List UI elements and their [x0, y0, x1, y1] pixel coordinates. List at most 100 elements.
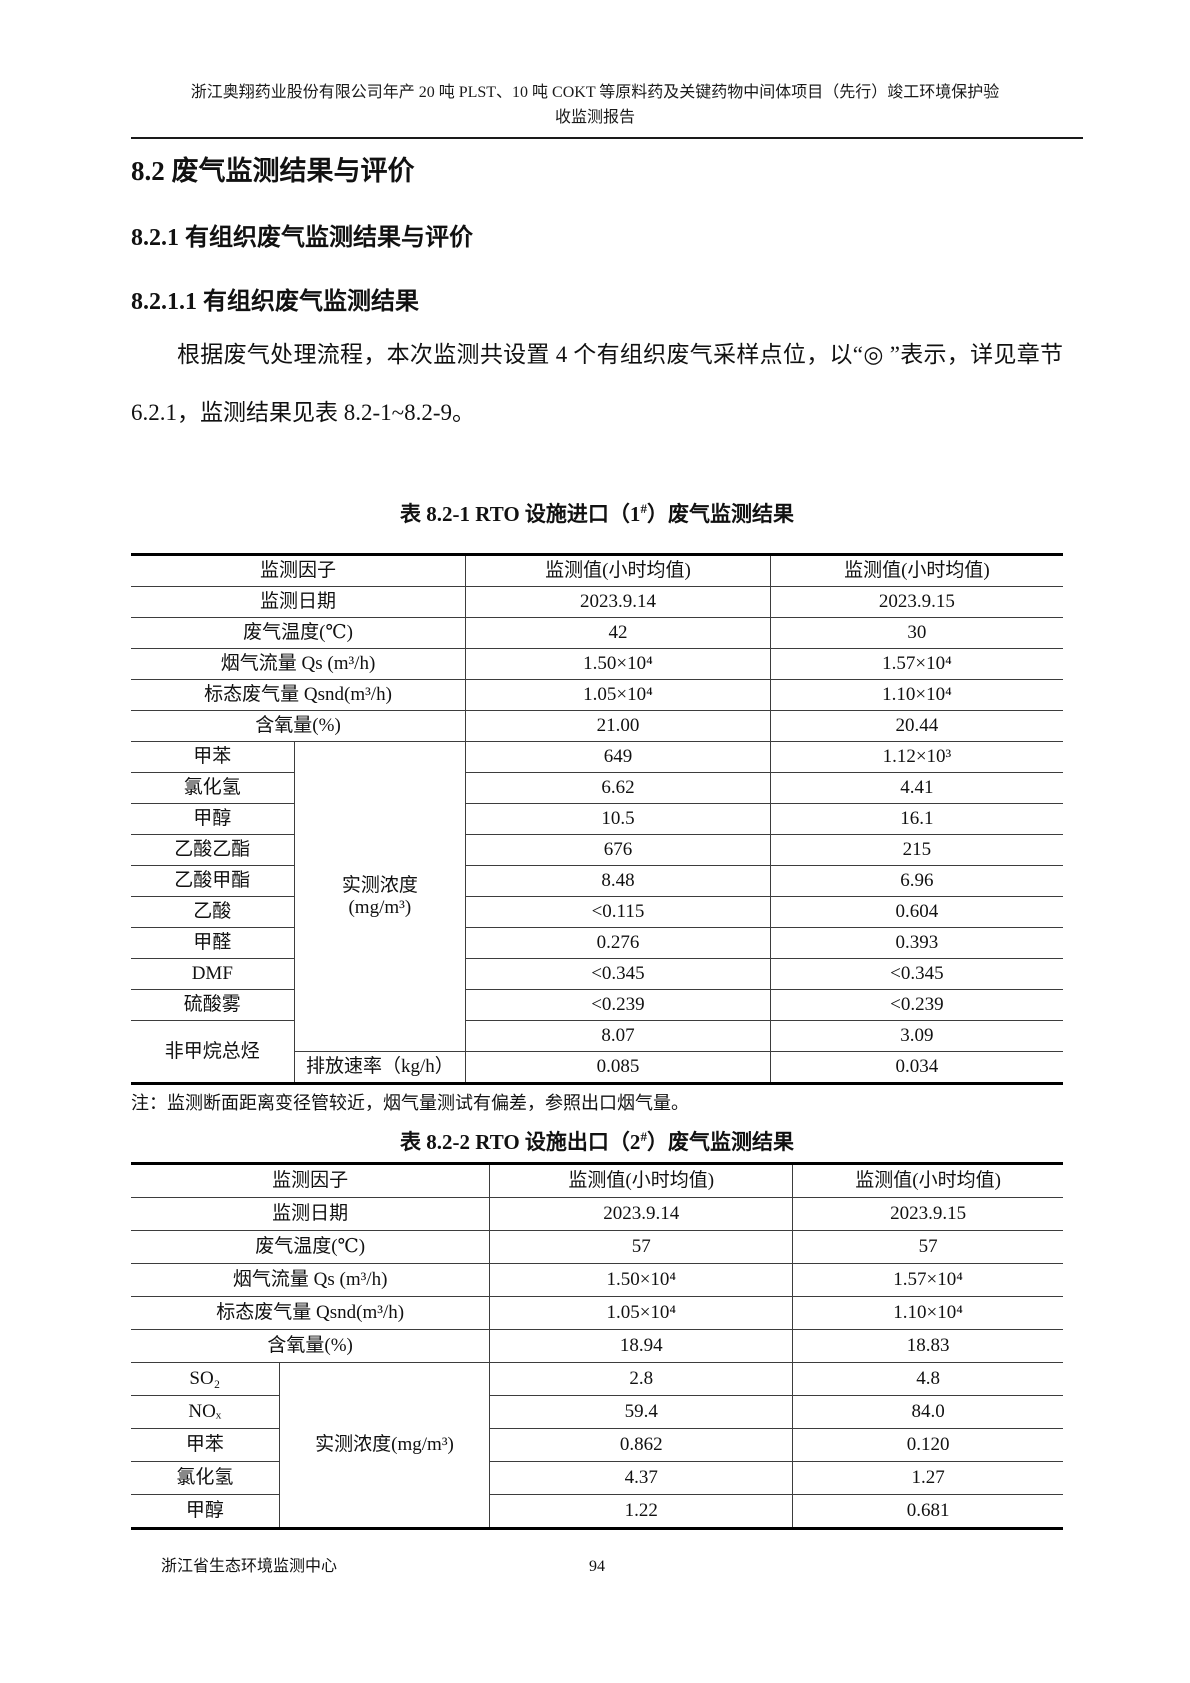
table-cell: 乙酸 [130, 896, 295, 928]
table-row: 烟气流量 Qs (m³/h) 1.50×10⁴ 1.57×10⁴ [130, 1263, 1064, 1297]
table-cell: 甲苯 [130, 741, 295, 773]
section-heading-8-2: 8.2 废气监测结果与评价 [131, 156, 415, 186]
table-cell: 8.48 [465, 865, 771, 897]
table-cell: 非甲烷总烃 [130, 1020, 295, 1084]
table-row: 含氧量(%) 21.00 20.44 [130, 710, 1064, 742]
table-row: 废气温度(℃) 42 30 [130, 617, 1064, 649]
table-cell: 18.94 [489, 1329, 794, 1363]
table-cell: 0.393 [769, 927, 1064, 959]
table-cell: <0.239 [465, 989, 771, 1021]
table-cell: 3.09 [769, 1020, 1064, 1052]
table-cell: 2023.9.15 [792, 1197, 1064, 1231]
intro-paragraph: 根据废气处理流程，本次监测共设置 4 个有组织废气采样点位，以“◎ ”表示，详见… [131, 342, 1063, 425]
section-heading-8-2-1: 8.2.1 有组织废气监测结果与评价 [131, 225, 473, 251]
table-row: 监测因子 监测值(小时均值) 监测值(小时均值) [130, 554, 1064, 587]
table-row: 氯化氢 6.62 4.41 [130, 772, 1064, 804]
table-cell: SO₂ [130, 1362, 280, 1396]
table-cell: NOₓ [130, 1395, 280, 1429]
table-row: DMF <0.345 <0.345 [130, 958, 1064, 990]
group-label-cell: 实测浓度(mg/m³) [278, 1362, 491, 1529]
table-row: 监测日期 2023.9.14 2023.9.15 [130, 586, 1064, 618]
group-label-line2: (mg/m³) [348, 896, 412, 918]
table-cell: 烟气流量 Qs (m³/h) [130, 648, 467, 680]
table-cell: 0.085 [465, 1051, 771, 1084]
table-cell: 30 [769, 617, 1064, 649]
table-row: 排放速率（kg/h） 0.085 0.034 [131, 1051, 1064, 1084]
table-cell: 甲醇 [130, 1494, 280, 1529]
table-8-2-2-title-pre: 表 8.2-2 RTO 设施出口（2 [400, 1130, 641, 1154]
table-row: 乙酸甲酯 8.48 6.96 [130, 865, 1064, 897]
table-row: 甲醛 0.276 0.393 [130, 927, 1064, 959]
table-cell: 1.05×10⁴ [489, 1296, 794, 1330]
table-cell: DMF [130, 958, 295, 990]
table-header-cell: 监测因子 [130, 554, 467, 587]
table-cell: 硫酸雾 [130, 989, 295, 1021]
table-cell: <0.239 [769, 989, 1064, 1021]
table-header-cell: 监测值(小时均值) [489, 1163, 794, 1198]
table-row: 含氧量(%) 18.94 18.83 [130, 1329, 1064, 1363]
table-cell: 排放速率（kg/h） [293, 1051, 467, 1084]
table-8-2-1-note: 注：监测断面距离变径管较近，烟气量测试有偏差，参照出口烟气量。 [131, 1093, 689, 1113]
table-cell: 2023.9.14 [489, 1197, 794, 1231]
page-header-line1: 浙江奥翔药业股份有限公司年产 20 吨 PLST、10 吨 COKT 等原料药及… [190, 84, 1000, 101]
table-cell: 1.50×10⁴ [489, 1263, 794, 1297]
table-8-2-1-title-post: ）废气监测结果 [646, 502, 794, 526]
footer-page-number: 94 [589, 1558, 605, 1575]
table-cell: 含氧量(%) [130, 1329, 491, 1363]
table-cell: 649 [465, 741, 771, 773]
table-cell: 0.120 [792, 1428, 1064, 1462]
group-label-line1: 实测浓度 [341, 874, 418, 896]
table-cell: 0.034 [769, 1051, 1064, 1084]
table-row: 甲醇 10.5 16.1 [130, 803, 1064, 835]
table-cell: 甲苯 [130, 1428, 280, 1462]
table-row: 甲苯 实测浓度 (mg/m³) 649 1.12×10³ [130, 741, 1064, 1052]
table-row: 废气温度(℃) 57 57 [130, 1230, 1064, 1264]
footer-organization: 浙江省生态环境监测中心 [161, 1558, 338, 1575]
table-header-cell: 监测值(小时均值) [465, 554, 771, 587]
table-8-2-2-title: 表 8.2-2 RTO 设施出口（2#）废气监测结果 [131, 1123, 1063, 1156]
table-cell: 1.10×10⁴ [769, 679, 1064, 711]
table-cell: 0.276 [465, 927, 771, 959]
table-cell: 59.4 [489, 1395, 794, 1429]
table-cell: 18.83 [792, 1329, 1064, 1363]
table-cell: <0.345 [769, 958, 1064, 990]
table-cell: 6.62 [465, 772, 771, 804]
table-cell: <0.115 [465, 896, 771, 928]
page-content: 8.2 废气监测结果与评价 8.2.1 有组织废气监测结果与评价 8.2.1.1… [130, 153, 1064, 1578]
table-cell: 676 [465, 834, 771, 866]
header-divider [131, 137, 1083, 139]
table-row: 监测日期 2023.9.14 2023.9.15 [130, 1197, 1064, 1231]
table-cell: 乙酸乙酯 [130, 834, 295, 866]
section-heading-8-2-1-1: 8.2.1.1 有组织废气监测结果 [131, 289, 419, 315]
table-cell: 4.37 [489, 1461, 794, 1495]
table-cell: 4.8 [792, 1362, 1064, 1396]
table-cell: 标态废气量 Qsnd(m³/h) [130, 1296, 491, 1330]
table-cell: 10.5 [465, 803, 771, 835]
table-cell: 1.50×10⁴ [465, 648, 771, 680]
table-cell: 监测日期 [130, 586, 467, 618]
table-cell: 监测日期 [130, 1197, 491, 1231]
table-row: 乙酸 <0.115 0.604 [130, 896, 1064, 928]
table-cell: 标态废气量 Qsnd(m³/h) [130, 679, 467, 711]
table-cell: 1.27 [792, 1461, 1064, 1495]
table-cell: 84.0 [792, 1395, 1064, 1429]
table-header-cell: 监测值(小时均值) [769, 554, 1064, 587]
table-8-2-2: 监测因子 监测值(小时均值) 监测值(小时均值) 监测日期 2023.9.14 … [130, 1162, 1064, 1530]
table-header-cell: 监测因子 [130, 1163, 491, 1198]
table-row: SO₂ 实测浓度(mg/m³) 2.8 4.8 [130, 1362, 1064, 1529]
table-cell: 42 [465, 617, 771, 649]
table-row: 甲苯 0.862 0.120 [130, 1428, 1064, 1462]
table-cell: 20.44 [769, 710, 1064, 742]
table-cell: 1.22 [489, 1494, 794, 1529]
table-cell: 57 [489, 1230, 794, 1264]
table-cell: 1.12×10³ [769, 741, 1064, 773]
table-row: 烟气流量 Qs (m³/h) 1.50×10⁴ 1.57×10⁴ [130, 648, 1064, 680]
page-header: 浙江奥翔药业股份有限公司年产 20 吨 PLST、10 吨 COKT 等原料药及… [100, 0, 1090, 130]
table-cell: 4.41 [769, 772, 1064, 804]
table-cell: 1.57×10⁴ [769, 648, 1064, 680]
table-row: 乙酸乙酯 676 215 [130, 834, 1064, 866]
table-cell: 1.05×10⁴ [465, 679, 771, 711]
table-cell: 1.57×10⁴ [792, 1263, 1064, 1297]
table-row: 硫酸雾 <0.239 <0.239 [130, 989, 1064, 1021]
table-cell: 2.8 [489, 1362, 794, 1396]
